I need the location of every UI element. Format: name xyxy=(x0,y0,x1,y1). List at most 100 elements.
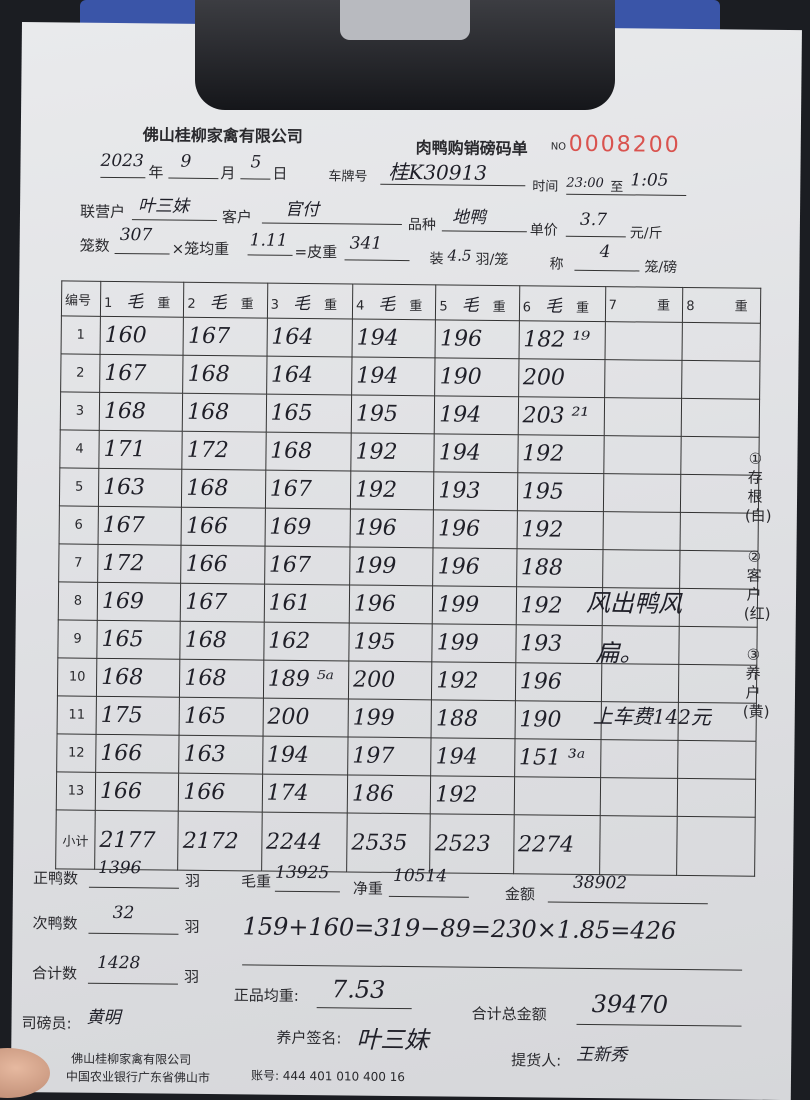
row-number: 2 xyxy=(61,354,100,392)
avg-weight: 7.53 xyxy=(332,975,386,1004)
row-number: 13 xyxy=(56,772,95,810)
weight-cell: 168 xyxy=(183,355,267,394)
total-count-label: 合计数 xyxy=(32,962,77,983)
bank-account: 账号: 444 401 010 400 16 xyxy=(251,1066,405,1085)
net-weight: 10514 xyxy=(393,866,447,887)
weight-cell: 193 xyxy=(515,625,601,664)
weight-cell: 188 xyxy=(516,549,602,588)
weight-cell: 167 xyxy=(100,354,184,393)
weight-cell: 165 xyxy=(179,697,263,736)
weight-cell: 188 xyxy=(431,700,515,739)
handwritten-note: 上车费142元 xyxy=(593,700,711,730)
weight-cell: 194 xyxy=(352,357,436,396)
weight-cell: 192 xyxy=(517,511,603,550)
copy-label-stub: ①存根(白) xyxy=(745,450,766,526)
time-to: 1:05 xyxy=(630,170,668,190)
weight-cell: 196 xyxy=(433,510,517,549)
weight-cell: 194 xyxy=(352,319,436,358)
weight-cell: 161 xyxy=(264,584,350,623)
handwritten-note: 扁。 xyxy=(595,633,643,669)
weight-cell: 151 ³ᵃ xyxy=(514,739,600,778)
date-year: 2023 xyxy=(100,151,143,171)
time-to-label: 至 xyxy=(610,176,623,195)
weight-cell: 190 xyxy=(515,701,601,740)
weight-cell: 199 xyxy=(432,624,516,663)
weight-cell: 165 xyxy=(266,394,352,433)
weight-cell: 200 xyxy=(348,661,432,700)
col-number: 6 xyxy=(523,300,531,315)
weight-cell: 169 xyxy=(97,582,181,621)
col-type: 毛 xyxy=(210,292,227,312)
weight-cell xyxy=(603,512,681,551)
day-label: 日 xyxy=(272,163,287,184)
total-count: 1428 xyxy=(97,953,140,973)
subtotal-cell: 2523 xyxy=(430,814,514,874)
row-number: 8 xyxy=(58,582,97,620)
pickup-signature: 王新秀 xyxy=(576,1040,627,1066)
total-amount-label: 合计总金额 xyxy=(472,1003,547,1025)
good-count: 1396 xyxy=(98,858,141,878)
weight-cell: 199 xyxy=(433,586,517,625)
weight-cell: 203 ²¹ xyxy=(518,397,604,436)
tare-weight: 341 xyxy=(350,233,383,253)
scale-label: 称 xyxy=(549,254,563,274)
col-label: 重 xyxy=(324,298,337,313)
weight-cell xyxy=(682,322,760,361)
weight-cell: 199 xyxy=(350,547,434,586)
scale-unit: 笼/磅 xyxy=(644,257,677,277)
month-label: 月 xyxy=(220,162,235,183)
partner-name: 叶三妹 xyxy=(138,191,189,217)
amount-label: 金额 xyxy=(505,883,535,904)
row-number: 6 xyxy=(59,506,98,544)
weight-cell: 166 xyxy=(179,773,263,812)
pack-label: 装 xyxy=(429,248,443,268)
weight-cell: 190 xyxy=(435,358,519,397)
weight-cell: 166 xyxy=(95,772,179,811)
time-from: 23:00 xyxy=(566,176,604,191)
weight-cell xyxy=(604,398,682,437)
company-footer: 佛山桂柳家禽有限公司 xyxy=(71,1050,191,1068)
weight-cell: 194 xyxy=(431,738,515,777)
weight-cell: 186 xyxy=(347,775,431,814)
col-type: 毛 xyxy=(378,294,395,314)
weight-cell: 166 xyxy=(96,734,180,773)
plate-number: 桂K30913 xyxy=(388,156,487,186)
row-number: 4 xyxy=(60,430,99,468)
weight-cell: 192 xyxy=(351,433,435,472)
weight-cell: 168 xyxy=(183,393,267,432)
weight-cell: 195 xyxy=(351,395,435,434)
pack-unit: 羽/笼 xyxy=(475,249,508,269)
weight-cell: 164 xyxy=(267,318,353,357)
row-number: 1 xyxy=(61,316,100,354)
weight-cell: 196 xyxy=(435,320,519,359)
weight-cell: 174 xyxy=(262,774,348,813)
weight-cell xyxy=(605,322,683,361)
weight-cell: 194 xyxy=(262,736,348,775)
weight-cell: 182 ¹⁹ xyxy=(519,321,605,360)
good-count-label: 正鸭数 xyxy=(33,867,78,888)
header-no: 编号 xyxy=(61,281,100,316)
cage-count: 307 xyxy=(120,225,153,245)
weight-cell xyxy=(604,360,682,399)
weight-cell: 168 xyxy=(180,621,264,660)
row-number: 10 xyxy=(57,658,96,696)
customer-label: 客户 xyxy=(222,206,252,227)
col-type: 毛 xyxy=(293,293,310,313)
row-number: 12 xyxy=(57,734,96,772)
col-label: 重 xyxy=(157,296,170,311)
weight-cell xyxy=(603,474,681,513)
weight-cell: 196 xyxy=(349,585,433,624)
gross-weight: 13925 xyxy=(275,863,329,884)
weight-cell xyxy=(600,740,678,779)
unit-label: 羽 xyxy=(184,916,199,937)
weight-cell: 172 xyxy=(98,544,182,583)
farmer-sign-label: 养户签名: xyxy=(276,1027,341,1049)
